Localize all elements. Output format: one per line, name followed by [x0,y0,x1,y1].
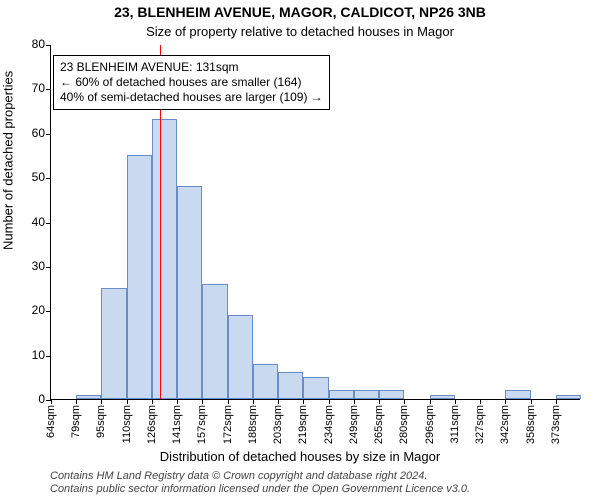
y-tick-label: 50 [32,170,45,184]
histogram-bar [303,377,328,399]
histogram-bar [354,390,379,399]
x-tick-mark [379,399,380,404]
histogram-bar [379,390,404,399]
y-tick-mark [46,223,51,224]
x-tick-label: 126sqm [146,405,158,444]
chart-subtitle: Size of property relative to detached ho… [0,24,600,39]
y-tick-label: 80 [32,37,45,51]
y-tick-label: 70 [32,81,45,95]
histogram-bar [278,372,303,399]
x-tick-label: 188sqm [247,405,259,444]
x-tick-mark [455,399,456,404]
x-tick-label: 265sqm [373,405,385,444]
x-tick-label: 141sqm [171,405,183,444]
histogram-bar [556,395,581,399]
histogram-bar [101,288,126,399]
x-tick-mark [505,399,506,404]
histogram-bar [202,284,227,399]
x-tick-mark [152,399,153,404]
y-tick-mark [46,45,51,46]
histogram-bar [152,119,177,399]
x-tick-label: 110sqm [121,405,133,443]
x-tick-label: 373sqm [550,405,562,444]
x-tick-mark [556,399,557,404]
histogram-bar [253,364,278,400]
x-tick-mark [101,399,102,404]
y-tick-label: 20 [32,303,45,317]
chart-title: 23, BLENHEIM AVENUE, MAGOR, CALDICOT, NP… [0,4,600,20]
y-tick-label: 30 [32,259,45,273]
y-tick-mark [46,356,51,357]
x-tick-mark [480,399,481,404]
x-tick-mark [531,399,532,404]
x-tick-mark [278,399,279,404]
x-tick-mark [329,399,330,404]
x-tick-mark [228,399,229,404]
x-tick-mark [430,399,431,404]
y-tick-mark [46,267,51,268]
footnote: Contains HM Land Registry data © Crown c… [50,470,470,496]
x-tick-mark [127,399,128,404]
y-tick-mark [46,311,51,312]
x-tick-label: 234sqm [323,405,335,444]
y-axis-label: Number of detached properties [1,71,16,250]
x-tick-mark [253,399,254,404]
callout-line: 23 BLENHEIM AVENUE: 131sqm [60,60,323,75]
x-tick-mark [354,399,355,404]
x-tick-label: 280sqm [398,405,410,444]
x-tick-label: 311sqm [449,405,461,443]
y-tick-mark [46,134,51,135]
x-tick-mark [404,399,405,404]
x-tick-mark [202,399,203,404]
y-tick-label: 10 [32,348,45,362]
histogram-bar [127,155,152,399]
histogram-bar [76,395,101,399]
histogram-bar [430,395,455,399]
x-tick-mark [303,399,304,404]
x-tick-label: 327sqm [474,405,486,444]
x-tick-mark [177,399,178,404]
histogram-bar [329,390,354,399]
x-tick-mark [76,399,77,404]
x-tick-label: 219sqm [297,405,309,444]
histogram-bar [505,390,530,399]
callout-line: 40% of semi-detached houses are larger (… [60,90,323,105]
x-tick-label: 64sqm [45,405,57,438]
plot-area: 0102030405060708064sqm79sqm95sqm110sqm12… [50,45,580,400]
x-tick-label: 95sqm [95,405,107,438]
y-tick-label: 0 [38,392,45,406]
x-tick-label: 358sqm [525,405,537,444]
x-tick-label: 342sqm [499,405,511,444]
x-tick-label: 172sqm [222,405,234,444]
x-axis-label: Distribution of detached houses by size … [0,449,600,464]
x-tick-label: 296sqm [424,405,436,444]
x-tick-label: 157sqm [196,405,208,444]
x-tick-label: 79sqm [70,405,82,438]
x-tick-mark [51,399,52,404]
y-tick-label: 60 [32,126,45,140]
y-tick-mark [46,89,51,90]
x-tick-label: 203sqm [272,405,284,444]
callout-line: ← 60% of detached houses are smaller (16… [60,75,323,90]
y-tick-label: 40 [32,215,45,229]
x-tick-label: 249sqm [348,405,360,444]
footnote-line: Contains HM Land Registry data © Crown c… [50,470,470,483]
callout-box: 23 BLENHEIM AVENUE: 131sqm← 60% of detac… [53,55,330,110]
histogram-bar [177,186,202,399]
footnote-line: Contains public sector information licen… [50,483,470,496]
y-tick-mark [46,178,51,179]
histogram-bar [228,315,253,399]
